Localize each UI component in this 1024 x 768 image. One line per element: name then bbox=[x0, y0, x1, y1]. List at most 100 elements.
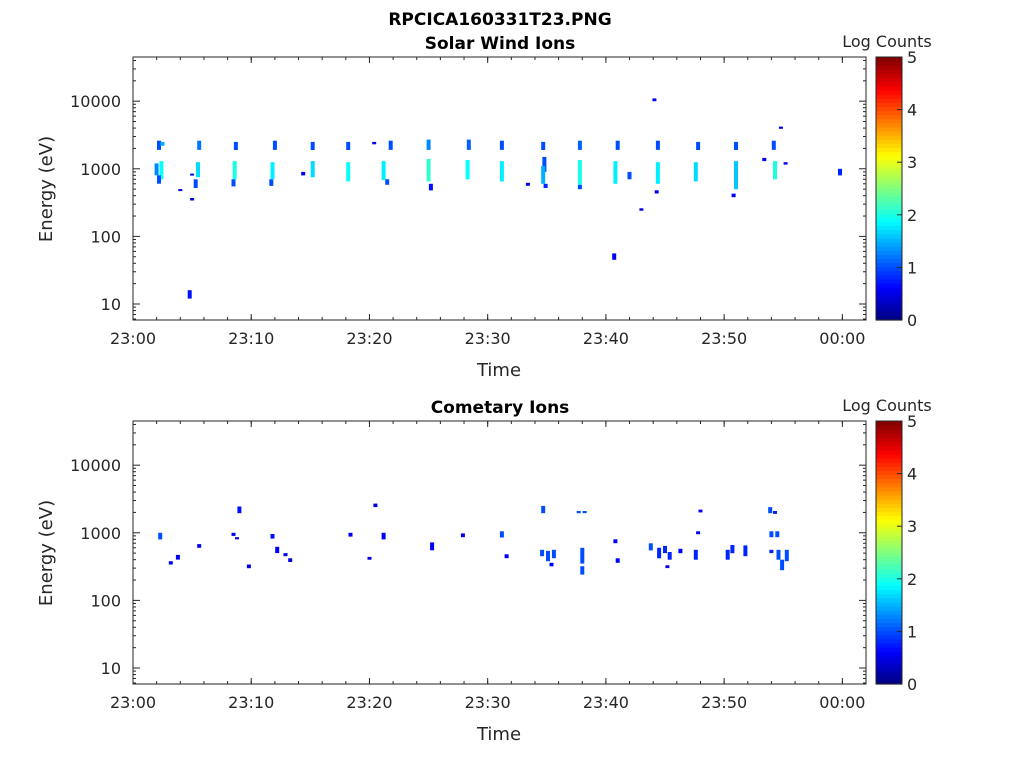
heatmap-cell bbox=[426, 158, 431, 182]
heatmap-cell bbox=[499, 161, 504, 182]
x-tick-label: 23:50 bbox=[701, 329, 747, 348]
y-tick-label: 100 bbox=[90, 227, 121, 246]
colorbar-segment bbox=[876, 184, 902, 190]
heatmap-cell bbox=[615, 558, 620, 563]
heatmap-cell bbox=[541, 166, 546, 184]
x-tick-label: 23:30 bbox=[465, 329, 511, 348]
heatmap-cell bbox=[780, 559, 785, 571]
y-tick-label: 10 bbox=[101, 295, 121, 314]
colorbar-segment bbox=[876, 564, 902, 570]
colorbar-segment bbox=[876, 589, 902, 595]
heatmap-cell bbox=[499, 140, 504, 150]
colorbar-segment bbox=[876, 638, 902, 644]
colorbar-segment bbox=[876, 213, 902, 218]
colorbar: 0 1 2 3 4 5 bbox=[875, 412, 917, 694]
colorbar-segment bbox=[876, 167, 902, 173]
colorbar-tick-label: 0 bbox=[907, 311, 917, 330]
colorbar-segment bbox=[876, 527, 902, 533]
heatmap-cell bbox=[577, 184, 582, 190]
colorbar-segment bbox=[876, 303, 902, 309]
heatmap-cell bbox=[372, 141, 377, 145]
heatmap-cell bbox=[346, 162, 351, 182]
heatmap-cell bbox=[731, 193, 736, 198]
colorbar-segment bbox=[876, 176, 902, 181]
y-axis-label: Energy (eV) bbox=[36, 136, 57, 242]
heatmap-cell bbox=[542, 156, 547, 172]
colorbar-segment bbox=[876, 577, 902, 582]
heatmap-cell bbox=[693, 162, 698, 182]
colorbar-segment bbox=[876, 110, 902, 116]
colorbar-segment bbox=[876, 85, 902, 91]
axes-box bbox=[132, 56, 867, 321]
heatmap-cell bbox=[652, 98, 657, 102]
heatmap-cell bbox=[231, 179, 236, 187]
x-tick-label: 23:20 bbox=[346, 693, 392, 712]
figure-title: RPCICA160331T23.PNG bbox=[388, 10, 611, 30]
colorbar-segment bbox=[876, 204, 902, 210]
heatmap-cell bbox=[783, 162, 788, 165]
colorbar-tick-label: 5 bbox=[907, 412, 917, 431]
colorbar-segment bbox=[876, 523, 902, 529]
heatmap-cell bbox=[612, 253, 617, 260]
heatmap-cell bbox=[288, 558, 293, 562]
x-tick-label: 23:40 bbox=[583, 329, 629, 348]
colorbar-segment bbox=[876, 573, 902, 578]
heatmap-cell bbox=[233, 141, 238, 150]
heatmap-cell bbox=[768, 507, 773, 514]
colorbar-tick-label: 2 bbox=[907, 570, 917, 589]
y-tick-label: 10000 bbox=[70, 456, 121, 475]
colorbar-segment bbox=[876, 634, 902, 640]
colorbar-segment bbox=[876, 250, 902, 255]
heatmap-cell bbox=[310, 141, 315, 150]
colorbar-segment bbox=[876, 237, 902, 243]
heatmap-cell bbox=[235, 537, 239, 540]
heatmap-cell bbox=[272, 140, 277, 150]
colorbar-segment bbox=[876, 593, 902, 599]
colorbar-segment bbox=[876, 585, 902, 591]
colorbar-segment bbox=[876, 421, 902, 426]
x-tick-label: 23:10 bbox=[228, 693, 274, 712]
heatmap-cell bbox=[197, 544, 202, 548]
colorbar-segment bbox=[876, 494, 902, 500]
heatmap-cell bbox=[667, 552, 672, 560]
heatmap-cell bbox=[551, 549, 556, 559]
heatmap-cell bbox=[373, 503, 378, 508]
colorbar-segment bbox=[876, 270, 902, 276]
heatmap-cell bbox=[734, 141, 738, 150]
x-axis-label: Time bbox=[476, 724, 521, 745]
colorbar-segment bbox=[876, 122, 902, 128]
colorbar-segment bbox=[876, 642, 902, 648]
colorbar-segment bbox=[876, 106, 902, 112]
heatmap-cell bbox=[540, 549, 545, 557]
heatmap-cell bbox=[580, 547, 585, 564]
colorbar-segment bbox=[876, 659, 902, 665]
colorbar-segment bbox=[876, 287, 902, 292]
colorbar-segment bbox=[876, 102, 902, 107]
colorbar-segment bbox=[876, 536, 902, 541]
heatmap-cell bbox=[157, 175, 161, 184]
x-tick-label: 23:30 bbox=[465, 693, 511, 712]
colorbar-segment bbox=[876, 217, 902, 222]
heatmap-cell bbox=[541, 141, 546, 150]
colorbar-tick-label: 1 bbox=[907, 258, 917, 277]
colorbar-segment bbox=[876, 655, 902, 660]
colorbar-segment bbox=[876, 425, 902, 430]
colorbar-segment bbox=[876, 114, 902, 120]
colorbar-segment bbox=[876, 675, 902, 681]
x-tick-label: 23:10 bbox=[228, 329, 274, 348]
heatmap-cell bbox=[460, 533, 465, 538]
colorbar-segment bbox=[876, 159, 902, 165]
colorbar-segment bbox=[876, 69, 902, 75]
colorbar-segment bbox=[876, 433, 902, 439]
heatmap-cell bbox=[776, 549, 781, 560]
y-tick-label: 1000 bbox=[80, 524, 121, 543]
heatmap-cell bbox=[525, 182, 530, 186]
heatmap-cell bbox=[639, 208, 644, 211]
heatmap-cells bbox=[154, 98, 842, 299]
colorbar-segment bbox=[876, 155, 902, 161]
plot-area: 23:00 23:10 23:20 23:30 23:40 23:50 00:0010100… bbox=[70, 48, 917, 348]
heatmap-cell bbox=[160, 141, 165, 146]
x-axis-label: Time bbox=[476, 360, 521, 381]
colorbar-segment bbox=[876, 618, 902, 623]
panel-solar-wind: Solar Wind Ions 23:00 23:10 23:20 23:30 23:4… bbox=[36, 32, 932, 381]
